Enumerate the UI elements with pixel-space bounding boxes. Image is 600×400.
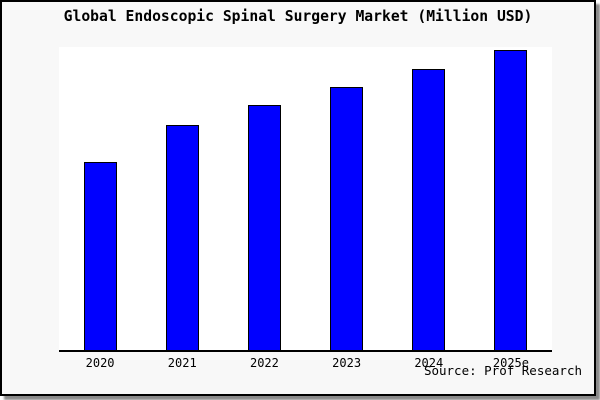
chart-title: Global Endoscopic Spinal Surgery Market … xyxy=(63,8,533,25)
bar-2023 xyxy=(330,87,364,350)
x-tick-2023: 2023 xyxy=(332,356,362,370)
x-tick-2024: 2024 xyxy=(414,356,444,370)
bar-slot-2023 xyxy=(306,47,388,350)
bar-slot-2025e xyxy=(470,47,552,350)
source-note: Source: Prof Research xyxy=(423,363,582,378)
bar-slot-2024 xyxy=(388,47,470,350)
bar-2024 xyxy=(412,69,446,350)
x-tick-2020: 2020 xyxy=(85,356,115,370)
x-axis-labels: 2020 2021 2022 2023 2024 2025e xyxy=(59,356,552,370)
bar-slot-2021 xyxy=(141,47,223,350)
bar-slot-2020 xyxy=(59,47,141,350)
bar-slot-2022 xyxy=(223,47,305,350)
bar-2020 xyxy=(83,162,117,350)
x-tick-2025e: 2025e xyxy=(492,356,529,370)
bar-2025e xyxy=(494,50,528,350)
x-tick-2022: 2022 xyxy=(249,356,279,370)
bar-2021 xyxy=(165,124,199,350)
plot-area xyxy=(59,47,552,352)
x-tick-2021: 2021 xyxy=(167,356,197,370)
bar-2022 xyxy=(247,104,281,350)
